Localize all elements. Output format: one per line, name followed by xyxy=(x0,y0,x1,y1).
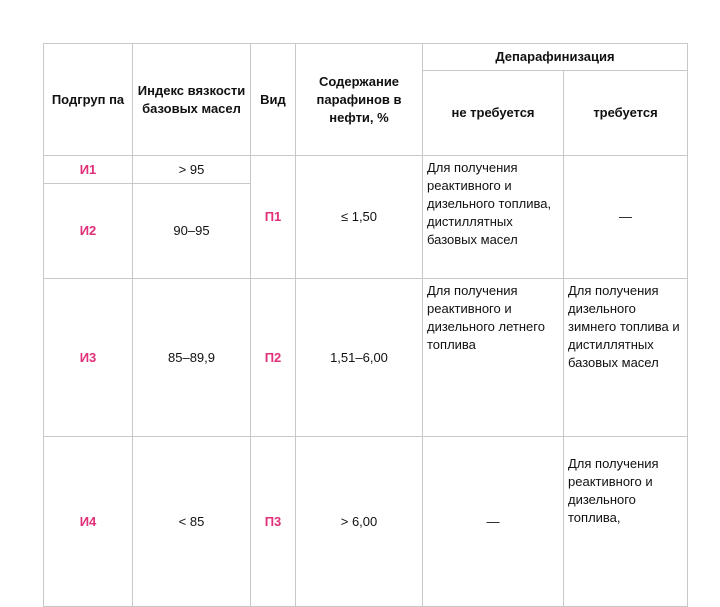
header-required: требуется xyxy=(563,70,688,156)
header-not-required: не требуется xyxy=(422,70,564,156)
content-cell: > 6,00 xyxy=(295,436,423,607)
header-kind: Вид xyxy=(250,43,296,156)
subgroup-cell: И3 xyxy=(43,278,133,437)
index-cell: 90–95 xyxy=(132,183,251,279)
oil-classification-table: Подгруп па Индекс вязкости базовых масел… xyxy=(43,43,688,607)
required-cell: Для получения дизельного зимнего топлива… xyxy=(563,278,688,437)
not-required-cell: Для получения реактивного и дизельного т… xyxy=(422,155,564,279)
header-subgroup: Подгруп па xyxy=(43,43,133,156)
kind-cell: П1 xyxy=(250,155,296,279)
index-cell: > 95 xyxy=(132,155,251,184)
not-required-cell: — xyxy=(422,436,564,607)
kind-cell: П2 xyxy=(250,278,296,437)
content-cell: ≤ 1,50 xyxy=(295,155,423,279)
header-dewaxing: Депарафинизация xyxy=(422,43,688,71)
index-cell: < 85 xyxy=(132,436,251,607)
kind-cell: П3 xyxy=(250,436,296,607)
required-cell: Для получения реактивного и дизельного т… xyxy=(563,436,688,607)
not-required-cell: Для получения реактивного и дизельного л… xyxy=(422,278,564,437)
subgroup-cell: И1 xyxy=(43,155,133,184)
required-cell: — xyxy=(563,155,688,279)
subgroup-cell: И2 xyxy=(43,183,133,279)
index-cell: 85–89,9 xyxy=(132,278,251,437)
content-cell: 1,51–6,00 xyxy=(295,278,423,437)
header-content: Содержание парафинов в нефти, % xyxy=(295,43,423,156)
header-index: Индекс вязкости базовых масел xyxy=(132,43,251,156)
subgroup-cell: И4 xyxy=(43,436,133,607)
